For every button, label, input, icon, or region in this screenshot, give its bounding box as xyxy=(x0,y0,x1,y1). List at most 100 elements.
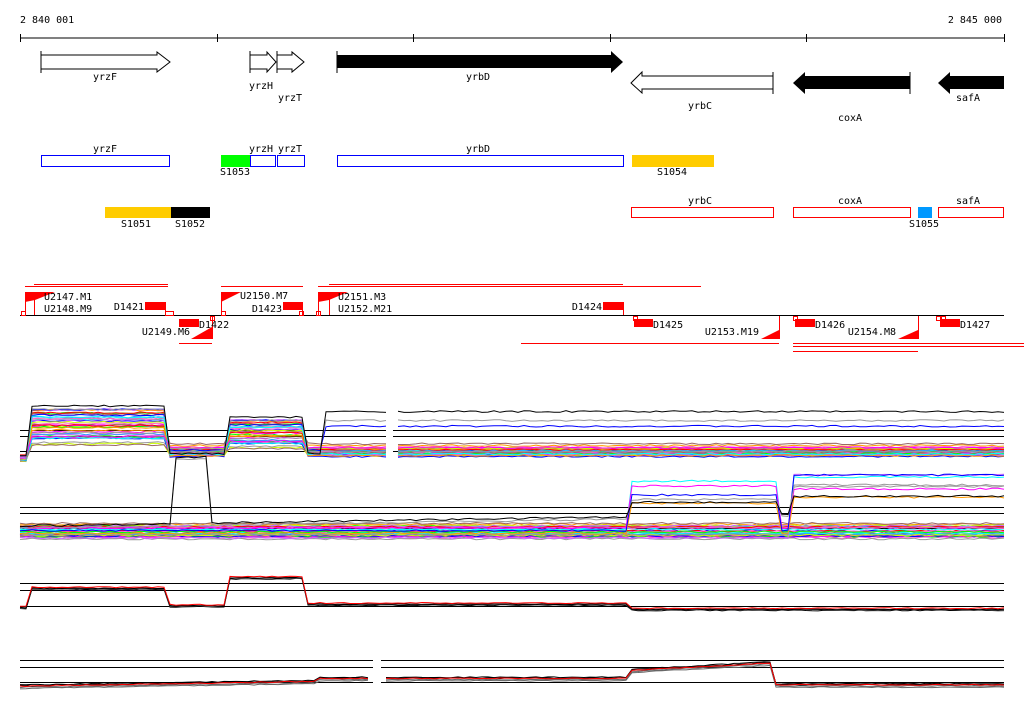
down-promoter-icon xyxy=(191,327,212,339)
expression-profile xyxy=(19,537,1005,541)
expression-profile xyxy=(398,442,1005,446)
annot-safA[interactable] xyxy=(938,207,1004,218)
expression-profile xyxy=(19,526,1005,530)
annot-yrzH[interactable] xyxy=(250,155,276,167)
transcript-label[interactable]: U2147.M1 xyxy=(44,292,92,303)
expression-profile xyxy=(397,448,1005,452)
panel-gap xyxy=(386,375,393,471)
expression-profile xyxy=(19,455,1005,528)
expression-profile xyxy=(19,435,387,457)
expression-profile xyxy=(19,530,1005,534)
expression-profile xyxy=(19,443,387,461)
expression-profile xyxy=(386,664,1005,689)
segment-S1052[interactable] xyxy=(171,207,210,218)
gene-yrzT[interactable]: yrzT xyxy=(276,50,305,104)
terminator-D1422[interactable] xyxy=(179,319,199,327)
expression-profile xyxy=(19,404,387,457)
transcript-label[interactable]: U2148.M9 xyxy=(44,304,92,315)
annot-yrzT[interactable] xyxy=(277,155,305,167)
gene-label: coxA xyxy=(838,113,862,124)
gene-label: yrzH xyxy=(249,81,273,92)
transcript-spans xyxy=(25,284,1024,352)
expression-profile xyxy=(19,677,369,688)
segment-label: S1052 xyxy=(175,219,205,230)
expression-profile xyxy=(19,521,1005,525)
segment-S1055[interactable] xyxy=(918,207,932,218)
gene-yrzH[interactable]: yrzH xyxy=(249,50,277,92)
segment-label: S1054 xyxy=(657,167,687,178)
transcript-label[interactable]: U2154.M8 xyxy=(848,327,896,338)
segment-label: S1055 xyxy=(909,219,939,230)
expression-profile xyxy=(397,419,1005,422)
expression-profile xyxy=(397,424,1005,428)
expression-profile xyxy=(385,663,1005,687)
terminator-label: D1422 xyxy=(199,320,229,331)
terminator-label: D1427 xyxy=(960,320,990,331)
expression-panel xyxy=(19,575,1005,612)
terminator-label: D1421 xyxy=(114,302,144,313)
gene-yrbC[interactable]: yrbC xyxy=(630,70,774,112)
annot-coxA[interactable] xyxy=(793,207,911,218)
expression-profile xyxy=(19,426,387,462)
annot-label: safA xyxy=(956,196,980,207)
annot-label: yrzT xyxy=(278,144,302,155)
terminator-D1423[interactable] xyxy=(283,302,303,310)
transcript-label[interactable]: U2149.M6 xyxy=(142,327,190,338)
gene-coxA[interactable]: coxA xyxy=(793,72,911,124)
ruler: 2 840 001 2 845 000 xyxy=(20,15,1005,42)
expression-panels xyxy=(19,375,1005,702)
ruler-start-label: 2 840 001 xyxy=(20,15,74,26)
terminator-D1425[interactable] xyxy=(634,319,653,327)
transcript-track: U2147.M1 U2148.M9 U2150.M7 U2151.M3 U215… xyxy=(20,284,1024,352)
annot-label: yrzH xyxy=(249,144,273,155)
up-promoter-icon xyxy=(221,292,241,302)
annot-label: coxA xyxy=(838,196,862,207)
expression-profile xyxy=(19,524,1005,528)
segment-S1053[interactable] xyxy=(221,155,250,167)
terminator-D1424[interactable] xyxy=(603,302,623,310)
expression-profile xyxy=(19,678,369,689)
gene-label: yrbD xyxy=(466,72,490,83)
gene-safA[interactable]: safA xyxy=(938,72,1004,104)
annot-label: yrbD xyxy=(466,144,490,155)
expression-profile xyxy=(397,455,1005,458)
transcript-label[interactable]: U2150.M7 xyxy=(240,291,288,302)
segment-S1054[interactable] xyxy=(632,155,714,167)
expression-profile xyxy=(19,408,387,461)
expression-profile xyxy=(397,446,1005,449)
expression-panel xyxy=(19,375,1005,471)
expression-profile xyxy=(20,428,387,458)
expression-profile xyxy=(19,431,387,457)
terminator-D1427[interactable] xyxy=(940,319,960,327)
terminator-label: D1425 xyxy=(653,320,683,331)
gene-label: yrbC xyxy=(688,101,712,112)
gene-yrzF[interactable]: yrzF xyxy=(40,50,171,83)
gene-label: yrzF xyxy=(93,72,117,83)
expression-profile xyxy=(385,661,1005,685)
ruler-end-label: 2 845 000 xyxy=(948,15,1002,26)
segment-S1051[interactable] xyxy=(105,207,171,218)
expression-profile xyxy=(397,452,1005,456)
annot-label: yrbC xyxy=(688,196,712,207)
transcript-label[interactable]: U2152.M21 xyxy=(338,304,392,315)
annot-yrbD[interactable] xyxy=(337,155,624,167)
annot-label: yrzF xyxy=(93,144,117,155)
annot-yrzF[interactable] xyxy=(41,155,170,167)
expression-profile xyxy=(19,408,387,461)
expression-profile xyxy=(19,576,1005,611)
transcript-label[interactable]: U2151.M3 xyxy=(338,292,386,303)
annot-yrbC[interactable] xyxy=(631,207,774,218)
gene-track: yrzF yrzH yrzT yrbD yrbC coxA xyxy=(40,50,1004,124)
terminator-D1421[interactable] xyxy=(145,302,165,310)
gene-label: safA xyxy=(956,93,980,104)
expression-profile xyxy=(19,424,387,456)
terminator-D1426[interactable] xyxy=(795,319,815,327)
transcript-label[interactable]: U2153.M19 xyxy=(705,327,759,338)
down-promoter-icon xyxy=(898,330,918,339)
gene-yrbD[interactable]: yrbD xyxy=(336,51,623,83)
expression-profile xyxy=(397,444,1005,447)
terminator-label: D1424 xyxy=(572,302,602,313)
segment-label: S1051 xyxy=(121,219,151,230)
